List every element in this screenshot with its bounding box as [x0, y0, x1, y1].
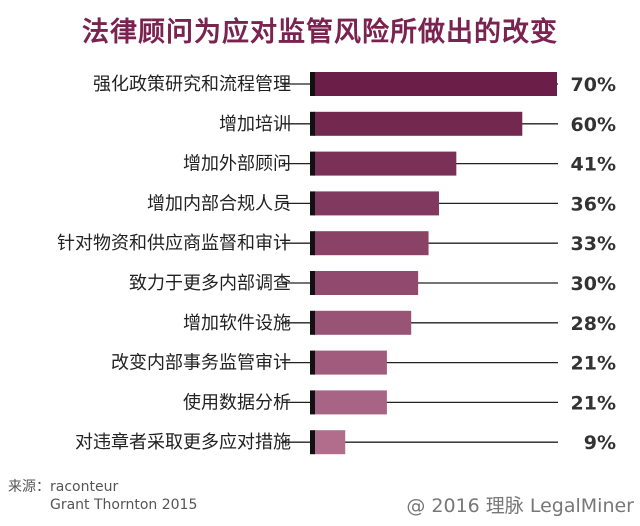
bar-start-marker	[310, 310, 315, 335]
category-label: 增加培训	[219, 114, 291, 135]
category-label: 致力于更多内部调查	[129, 273, 291, 294]
bar-start-marker	[310, 430, 315, 455]
source-line-1: 来源：raconteur	[8, 479, 119, 495]
value-label: 30%	[571, 273, 616, 295]
category-label: 使用数据分析	[183, 392, 291, 413]
bar	[314, 271, 419, 295]
value-label: 60%	[571, 114, 616, 136]
bar-start-marker	[310, 350, 315, 375]
source-note: 来源：raconteur Grant Thornton 2015	[8, 478, 197, 514]
value-label: 70%	[571, 74, 616, 96]
watermark: @ 2016 理脉 LegalMiner	[406, 495, 634, 517]
bar	[314, 231, 429, 256]
category-label: 针对物资和供应商监督和审计	[57, 233, 291, 254]
bar-start-marker	[310, 390, 315, 415]
bar-start-marker	[310, 271, 315, 295]
value-label: 28%	[571, 313, 616, 335]
bar	[314, 310, 412, 335]
value-label: 33%	[571, 233, 616, 255]
bar-start-marker	[310, 111, 315, 136]
bar-start-marker	[310, 151, 315, 176]
value-label: 9%	[584, 432, 616, 454]
bar-start-marker	[310, 191, 315, 216]
category-label: 增加内部合规人员	[147, 193, 291, 214]
category-label: 强化政策研究和流程管理	[93, 74, 291, 95]
category-label: 改变内部事务监管审计	[111, 353, 291, 374]
bar	[314, 390, 387, 415]
bar	[314, 151, 457, 176]
category-label: 增加软件设施	[183, 313, 291, 334]
category-label: 增加外部顾问	[183, 154, 291, 175]
value-label: 41%	[571, 154, 616, 176]
value-label: 36%	[571, 193, 616, 215]
value-label: 21%	[571, 353, 616, 375]
bar	[314, 350, 387, 375]
chart-title: 法律顾问为应对监管风险所做出的改变	[82, 17, 558, 48]
bar	[314, 72, 557, 96]
category-label: 对违章者采取更多应对措施	[75, 432, 291, 453]
bar	[314, 111, 523, 136]
bar	[314, 191, 439, 216]
bar-start-marker	[310, 72, 315, 96]
source-line-2: Grant Thornton 2015	[50, 497, 198, 513]
value-label: 21%	[571, 392, 616, 414]
bar	[314, 430, 346, 455]
bar-start-marker	[310, 231, 315, 256]
